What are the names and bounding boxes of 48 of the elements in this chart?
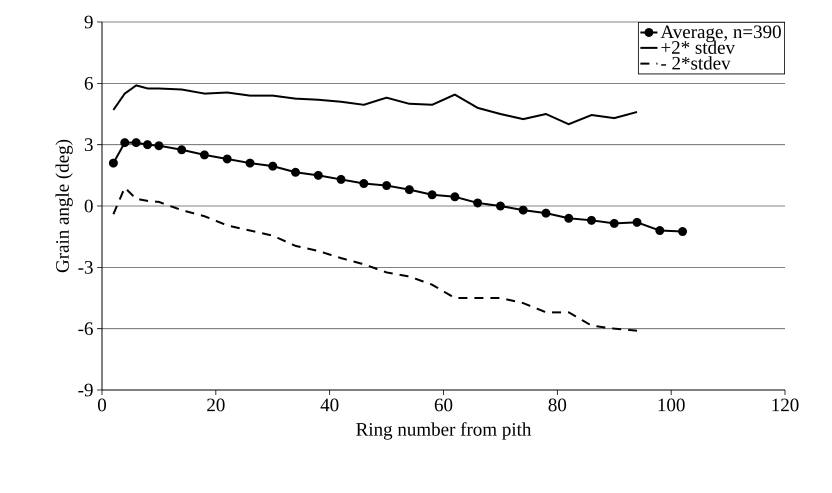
point	[496, 202, 505, 211]
legend-label: Average, n=390	[660, 25, 781, 42]
point	[518, 206, 528, 215]
point	[222, 154, 232, 164]
point	[404, 185, 414, 194]
point	[655, 226, 664, 236]
y-axis-title: Grain angle (deg)	[56, 140, 73, 272]
point	[143, 140, 152, 150]
x-tick-label: 40	[320, 398, 338, 412]
point	[120, 138, 130, 148]
point	[586, 216, 596, 225]
point	[382, 181, 392, 190]
point	[473, 198, 482, 208]
point	[541, 208, 550, 218]
x-tick-label: 100	[658, 398, 685, 412]
point	[108, 158, 118, 168]
line-series	[112, 84, 638, 126]
point	[314, 170, 323, 180]
point	[291, 168, 300, 177]
point	[336, 174, 346, 184]
y-tick-label: -3	[78, 260, 93, 274]
x-tick-label: 80	[548, 398, 566, 412]
x-tick-label: 120	[772, 398, 799, 412]
point	[610, 218, 619, 228]
y-tick-label: -6	[78, 322, 93, 336]
point	[678, 227, 688, 236]
x-tick-label: 60	[434, 398, 452, 412]
point	[132, 138, 141, 148]
x-tick-label: 20	[207, 398, 225, 412]
x-tick-label: 0	[98, 398, 106, 412]
point	[245, 158, 254, 168]
y-tick-label: 6	[84, 76, 93, 90]
y-tick-label: 0	[84, 200, 93, 212]
point	[200, 150, 209, 160]
x-axis-title: Ring number from pith	[356, 422, 532, 440]
point	[564, 214, 574, 223]
point	[268, 162, 278, 171]
point	[428, 190, 437, 200]
legend-label: +2* stdev	[661, 40, 736, 54]
y-tick-label: 9	[84, 16, 93, 28]
point	[154, 141, 164, 150]
point	[450, 192, 460, 202]
point	[632, 218, 642, 227]
y-tick-label: 3	[84, 138, 93, 152]
y-tick-label: -9	[78, 384, 93, 396]
point	[359, 179, 368, 188]
point	[177, 145, 186, 154]
legend-label: - 2*stdev	[661, 56, 731, 70]
